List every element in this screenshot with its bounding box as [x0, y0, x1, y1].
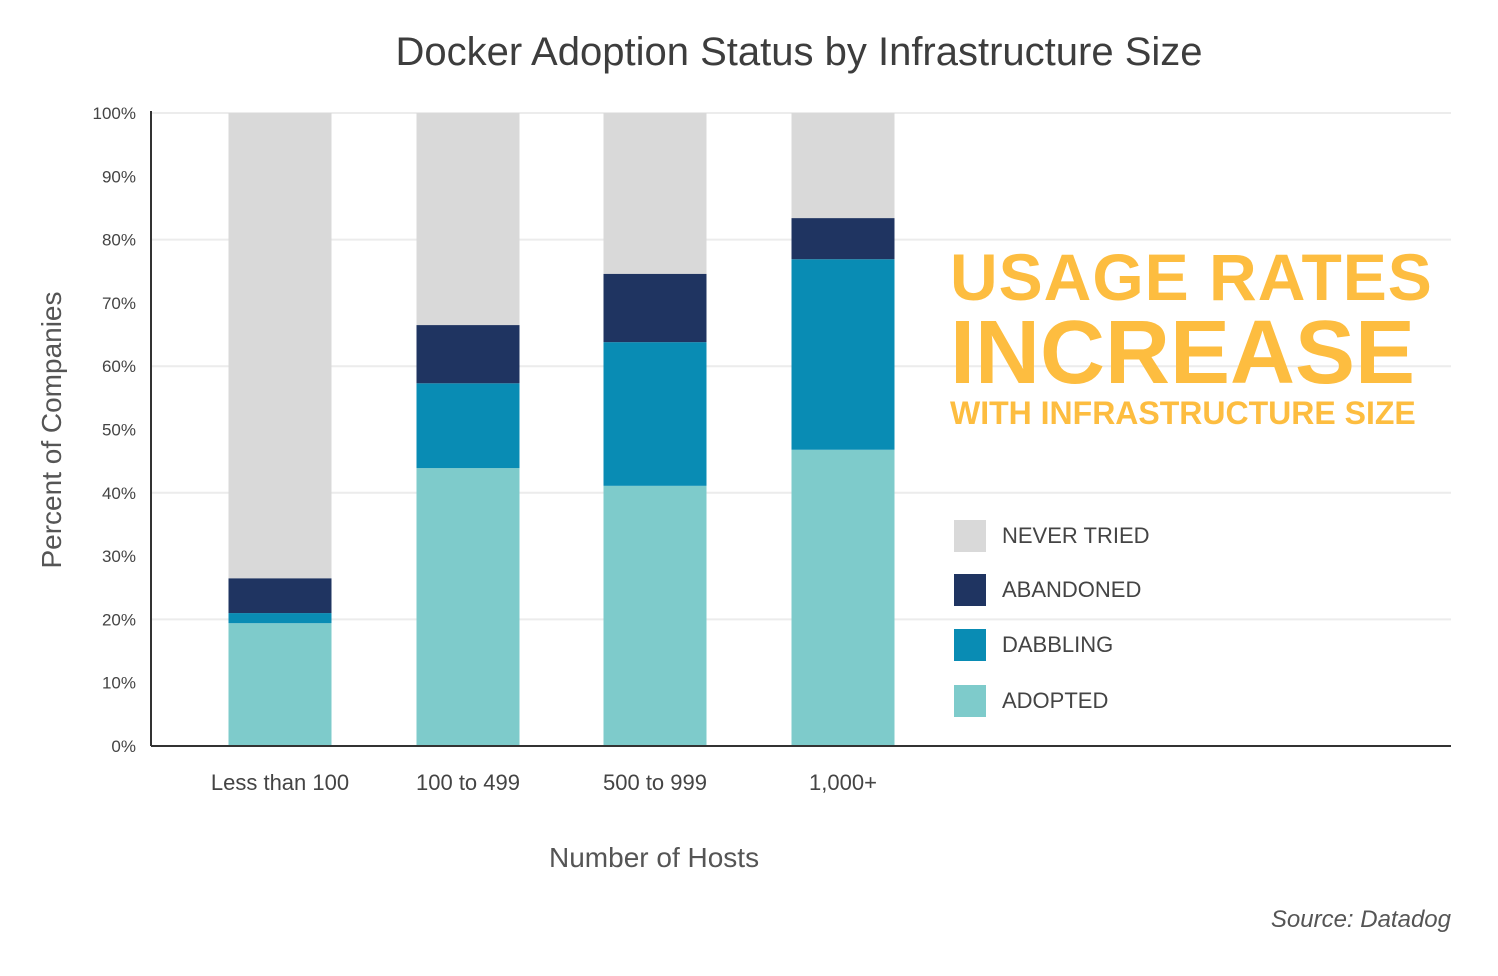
chart-title: Docker Adoption Status by Infrastructure…: [395, 30, 1203, 74]
x-tick-label: 100 to 499: [416, 770, 520, 795]
legend-swatch: [954, 520, 986, 552]
y-tick-label: 60%: [102, 357, 136, 376]
bar-segment-abandoned: [791, 218, 895, 260]
legend-swatch: [954, 685, 986, 717]
bar-segment-adopted: [791, 449, 895, 746]
annotation-line-3: WITH INFRASTRUCTURE SIZE: [950, 395, 1416, 431]
bar-segment-never-tried: [416, 113, 520, 326]
legend-item-adopted: ADOPTED: [954, 685, 1108, 717]
bar-segment-adopted: [228, 623, 332, 746]
y-tick-label: 90%: [102, 167, 136, 186]
y-tick-label: 50%: [102, 421, 136, 440]
bar-segment-abandoned: [228, 578, 332, 614]
y-tick-label: 40%: [102, 484, 136, 503]
y-axis-label: Percent of Companies: [36, 291, 67, 569]
x-tick-label: Less than 100: [211, 770, 349, 795]
y-tick-label: 10%: [102, 674, 136, 693]
x-tick-label: 1,000+: [809, 770, 877, 795]
bar-segment-abandoned: [603, 273, 707, 343]
bar-segment-never-tried: [791, 113, 895, 219]
source-note: Source: Datadog: [1270, 906, 1451, 933]
legend-label: DABBLING: [1002, 632, 1114, 657]
bar-segment-dabbling: [228, 613, 332, 624]
legend-item-dabbling: DABBLING: [954, 629, 1113, 661]
y-tick-label: 70%: [102, 294, 136, 313]
y-tick-label: 80%: [102, 231, 136, 250]
legend-swatch: [954, 574, 986, 606]
legend-label: NEVER TRIED: [1002, 523, 1150, 548]
bar-segment-dabbling: [416, 383, 520, 469]
annotation-line-2: INCREASE: [950, 303, 1416, 403]
bar-segment-never-tried: [603, 113, 707, 274]
legend-label: ABANDONED: [1002, 577, 1142, 602]
y-tick-label: 100%: [93, 104, 136, 123]
y-tick-label: 30%: [102, 547, 136, 566]
legend-label: ADOPTED: [1002, 688, 1109, 713]
bar-segment-never-tried: [228, 113, 332, 579]
bar-segment-adopted: [603, 485, 707, 746]
y-tick-label: 20%: [102, 610, 136, 629]
bar-segment-abandoned: [416, 325, 520, 384]
y-tick-label: 0%: [111, 737, 136, 756]
bar-segment-dabbling: [603, 342, 707, 486]
x-axis-label: Number of Hosts: [549, 842, 760, 873]
legend-item-never-tried: NEVER TRIED: [954, 520, 1150, 552]
annotation-line-1: USAGE RATES: [950, 240, 1433, 314]
bar-segment-adopted: [416, 468, 520, 746]
legend-swatch: [954, 629, 986, 661]
x-tick-label: 500 to 999: [603, 770, 707, 795]
bar-segment-dabbling: [791, 259, 895, 450]
legend-item-abandoned: ABANDONED: [954, 574, 1141, 606]
